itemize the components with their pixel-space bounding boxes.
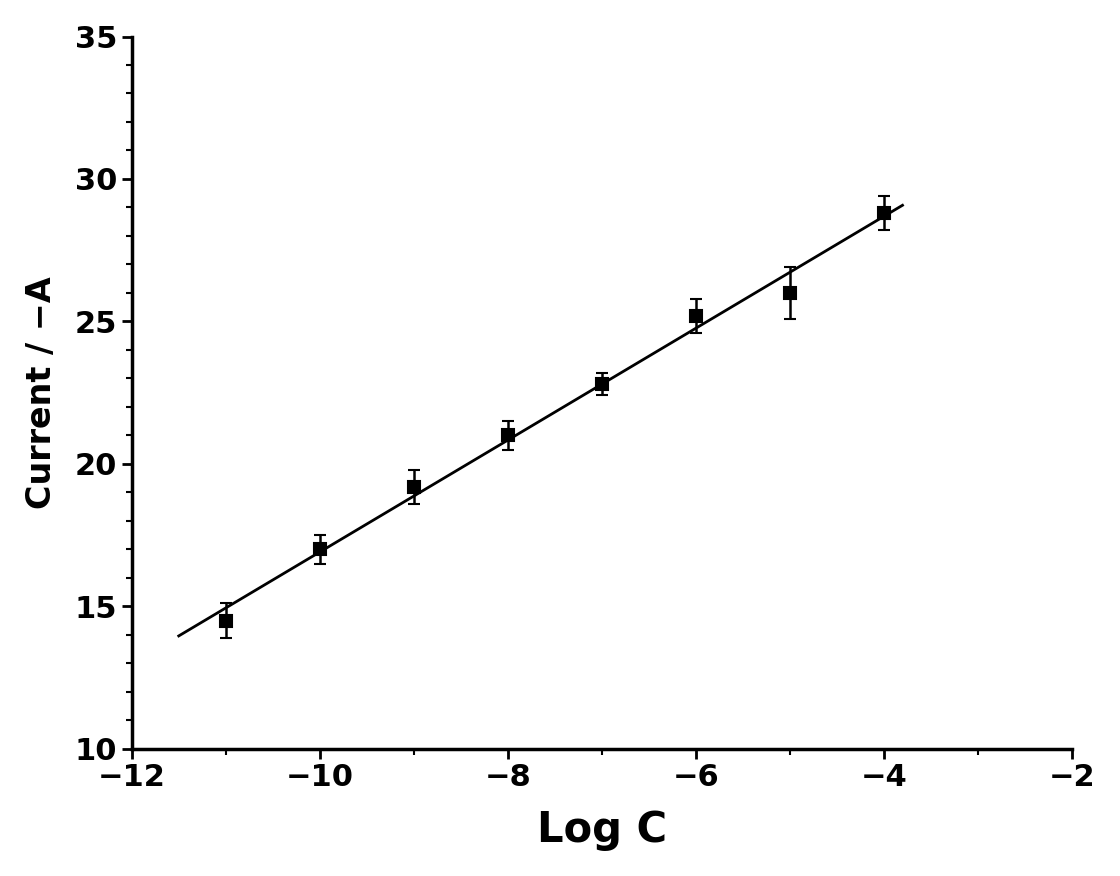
X-axis label: Log C: Log C	[536, 809, 666, 851]
Y-axis label: Current / −A: Current / −A	[25, 276, 58, 509]
